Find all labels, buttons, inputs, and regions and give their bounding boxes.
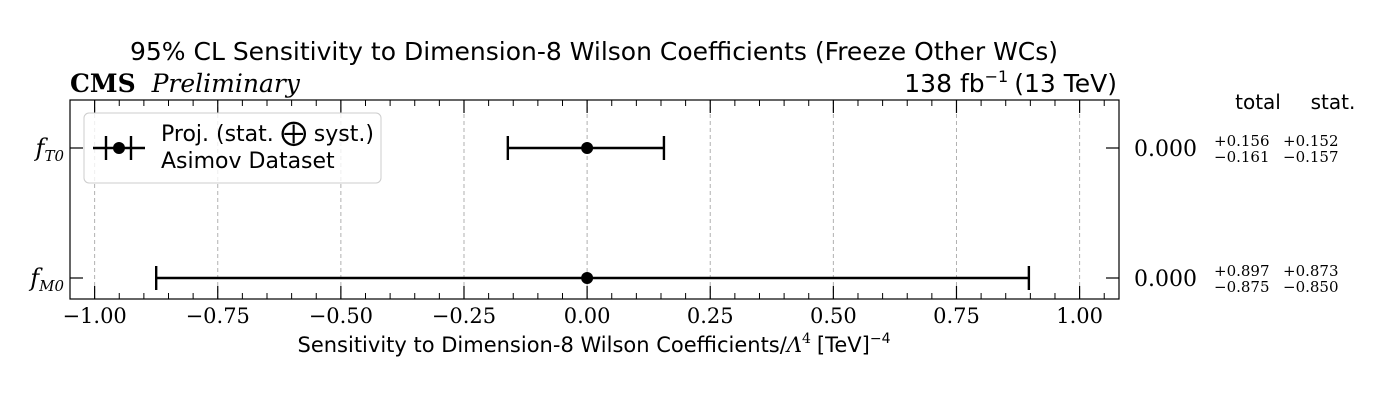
total-down: −0.875 — [1214, 278, 1270, 296]
stat-up: +0.873 — [1283, 262, 1339, 280]
data-marks — [154, 136, 1031, 290]
plot-frame — [69, 99, 1120, 300]
x-axis-label-unit: [TeV] — [817, 333, 870, 357]
x-tick-label: −0.75 — [186, 304, 250, 328]
table-header-total: total — [1235, 90, 1281, 114]
x-tick-label: −0.50 — [309, 304, 373, 328]
data-point — [581, 272, 594, 284]
y-tick-label: fT0 — [34, 134, 65, 165]
x-tick-label: 0.75 — [933, 304, 980, 328]
stat-down: −0.157 — [1283, 148, 1339, 166]
chart-title: 95% CL Sensitivity to Dimension-8 Wilson… — [130, 37, 1058, 66]
x-axis-label-text: Sensitivity to Dimension-8 Wilson Coeffi… — [297, 333, 787, 357]
legend-box — [83, 112, 382, 184]
total-up: +0.156 — [1214, 132, 1270, 150]
total-up: +0.897 — [1214, 262, 1270, 280]
x-tick-label: −0.25 — [432, 304, 496, 328]
stat-up: +0.152 — [1283, 132, 1339, 150]
y-tick-label: fM0 — [28, 264, 64, 295]
grid-lines — [94, 100, 1081, 299]
x-axis-label-symbol: Λ — [785, 333, 802, 357]
coefficient-subscript: M0 — [38, 277, 64, 295]
coefficient-subscript: T0 — [44, 147, 64, 165]
legend-entry-suffix: syst.) — [314, 122, 374, 147]
legend-subtitle: Asimov Dataset — [161, 149, 335, 174]
central-value: 0.000 — [1134, 267, 1197, 292]
oplus-symbol: ⨁ — [281, 118, 307, 148]
data-point — [581, 142, 594, 154]
stat-down: −0.850 — [1283, 278, 1339, 296]
legend: Proj. (stat. ⨁ syst.) Asimov Dataset — [83, 112, 382, 184]
experiment-status: Preliminary — [151, 69, 301, 98]
x-tick-label: 0.50 — [810, 304, 857, 328]
table-header-stat: stat. — [1311, 90, 1356, 114]
legend-entry-text: Proj. (stat. — [161, 122, 274, 147]
experiment-name: CMS — [70, 69, 136, 98]
x-axis-label-symbol-exp: 4 — [802, 331, 811, 347]
x-tick-label: 1.00 — [1056, 304, 1103, 328]
legend-marker — [93, 136, 145, 160]
lumi-value: 138 fb — [904, 69, 984, 98]
energy-label: (13 TeV) — [1014, 69, 1117, 98]
lumi-label: 138 fb−1 (13 TeV) — [904, 67, 1117, 98]
results-table: 0.000 +0.156−0.161 +0.152−0.157 0.000 +0.897… — [1134, 132, 1339, 296]
x-axis-label: Sensitivity to Dimension-8 Wilson Coeffi… — [297, 331, 890, 357]
plot-area: −1.00 −0.75 −0.50 −0.25 0.00 0.25 0.50 0.75 1.00… — [28, 99, 1120, 328]
y-axis-labels: fT0 fM0 — [28, 134, 64, 295]
x-tick-label: −1.00 — [62, 304, 126, 328]
experiment-label: CMS Preliminary — [70, 69, 301, 98]
x-axis-label-unit-exp: −4 — [870, 331, 891, 347]
legend-entry-label: Proj. (stat. ⨁ syst.) — [161, 118, 374, 148]
x-tick-label: 0.25 — [687, 304, 734, 328]
axis-ticks: −1.00 −0.75 −0.50 −0.25 0.00 0.25 0.50 0.75 1.00 — [62, 100, 1119, 328]
central-value: 0.000 — [1134, 137, 1197, 162]
x-tick-label: 0.00 — [564, 304, 611, 328]
total-down: −0.161 — [1214, 148, 1270, 166]
lumi-exponent: −1 — [985, 67, 1009, 86]
